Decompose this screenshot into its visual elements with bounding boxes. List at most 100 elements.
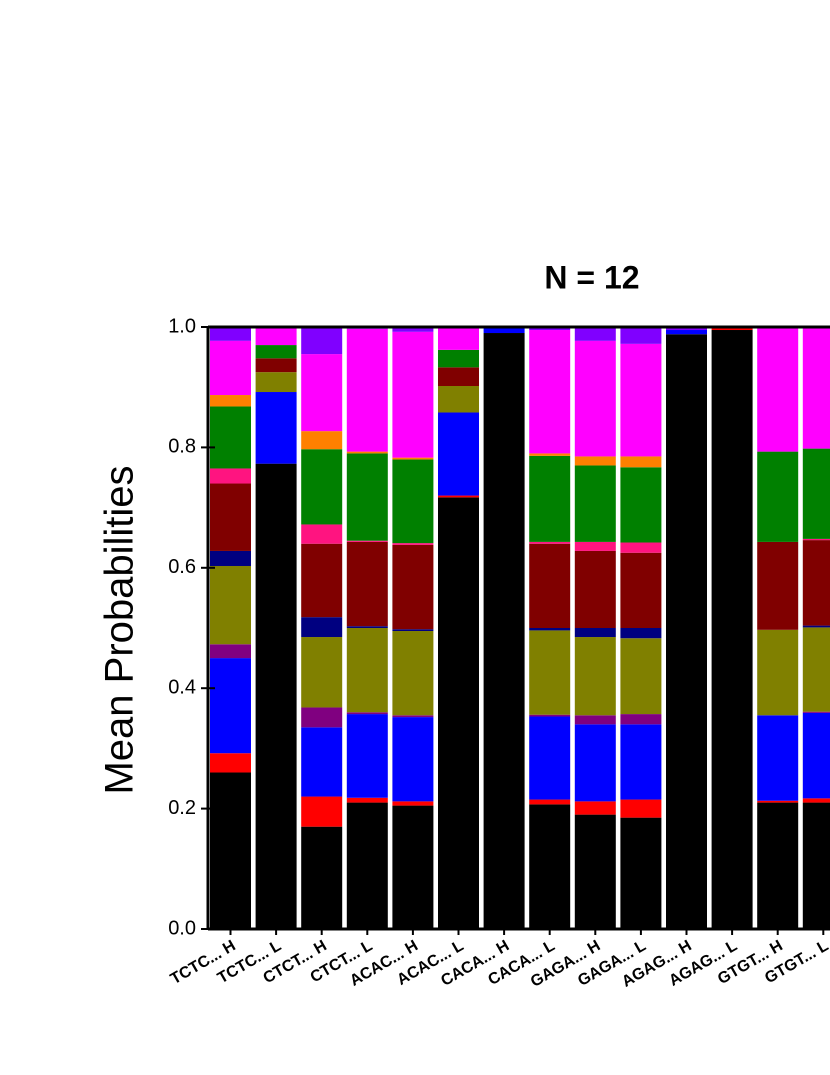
bar-segment [666, 334, 707, 929]
bar-segment [392, 327, 434, 332]
bar-segment [255, 327, 297, 346]
bar-segment [529, 327, 571, 331]
bar-segment [620, 799, 662, 818]
y-axis-label: Mean Probabilities [98, 465, 142, 794]
bar-segment [529, 628, 571, 631]
bar-segment [711, 330, 753, 929]
bar-segment [529, 543, 571, 628]
bar-segment [529, 330, 571, 454]
bar-segment [392, 331, 434, 458]
bar-segment [666, 330, 707, 335]
bar-segment [346, 453, 388, 541]
bar-segment [346, 628, 388, 713]
bar-segment [620, 467, 662, 543]
bar-segment [301, 327, 343, 355]
bar-segment [438, 497, 479, 929]
bar-segment [346, 541, 388, 627]
bar-segment [529, 455, 571, 542]
y-tick-label: 0.4 [168, 676, 196, 698]
bar-segment [392, 717, 434, 802]
bar-segment [757, 715, 799, 801]
y-tick-label: 0.0 [168, 917, 196, 939]
bar-segment [210, 406, 251, 469]
bar-segment [346, 626, 388, 628]
bar-segment [438, 412, 479, 496]
bar-segment [210, 468, 251, 484]
bar-segment [620, 817, 662, 929]
bar-segment [301, 431, 343, 450]
bar-segment [529, 714, 571, 717]
bar-segment [210, 483, 251, 551]
bar-segment [757, 629, 799, 716]
bar-segment [255, 463, 297, 929]
bar-segment [346, 328, 388, 452]
bar-segment [346, 712, 388, 715]
bar-segment [346, 451, 388, 454]
bar-segment [620, 724, 662, 800]
bar-segment [620, 327, 662, 344]
bar-segment [483, 333, 525, 929]
bar-segment [483, 328, 525, 334]
bar-segment [802, 327, 830, 449]
bar-segment [802, 627, 830, 712]
y-tick-label: 0.8 [168, 436, 196, 458]
bar-segment [529, 541, 571, 544]
bar-segment [757, 327, 799, 452]
plot-area [210, 327, 830, 935]
bar-segment [438, 495, 479, 498]
bar-segment [210, 327, 251, 341]
bar-segment [620, 542, 662, 553]
bar-segment [210, 658, 251, 754]
bar-segment [574, 628, 616, 638]
bar-segment [802, 540, 830, 626]
bar-segment [620, 638, 662, 715]
bar-segment [301, 707, 343, 728]
bar-segment [529, 630, 571, 715]
y-tick-label: 1.0 [168, 315, 196, 337]
bar-segment [210, 644, 251, 659]
bar-segment [574, 541, 616, 551]
bar-segment [529, 804, 571, 929]
bar-segment [301, 449, 343, 525]
bar-segment [574, 715, 616, 725]
bar-segment [574, 814, 616, 929]
bar-segment [529, 799, 571, 805]
bar-segment [255, 358, 297, 373]
bar-segment [757, 802, 799, 929]
bar-segment [392, 543, 434, 545]
bar-segment [210, 772, 251, 929]
bar-segment [346, 802, 388, 929]
bar-segment [301, 617, 343, 638]
bar-segment [255, 372, 297, 393]
bar-segment [802, 802, 830, 929]
bar-segment [802, 798, 830, 803]
bar-segment [620, 343, 662, 457]
bar-segment [620, 714, 662, 725]
bar-segment [346, 714, 388, 798]
bar-segment [757, 800, 799, 803]
bar-segment [620, 552, 662, 628]
bar-segment [666, 327, 707, 331]
bar-segment [392, 801, 434, 806]
bar-segment [210, 550, 251, 566]
bar-segment [392, 631, 434, 716]
bar-segment [438, 367, 479, 386]
bar-segment [255, 345, 297, 359]
chart-title: N = 12 [544, 259, 639, 295]
bar-segment [574, 456, 616, 466]
bar-segment [392, 544, 434, 630]
bar-segment [802, 448, 830, 539]
bar-segment [529, 716, 571, 800]
bar-segment [392, 805, 434, 929]
bar-segment [438, 327, 479, 350]
bar-segment [438, 349, 479, 368]
bar-segment [620, 456, 662, 468]
bar-segment [574, 724, 616, 802]
bar-segment [574, 340, 616, 457]
bar-segment [301, 543, 343, 618]
bar-segment [574, 637, 616, 716]
bar-segment [529, 453, 571, 456]
bar-segment [574, 550, 616, 628]
bar-segment [574, 801, 616, 815]
